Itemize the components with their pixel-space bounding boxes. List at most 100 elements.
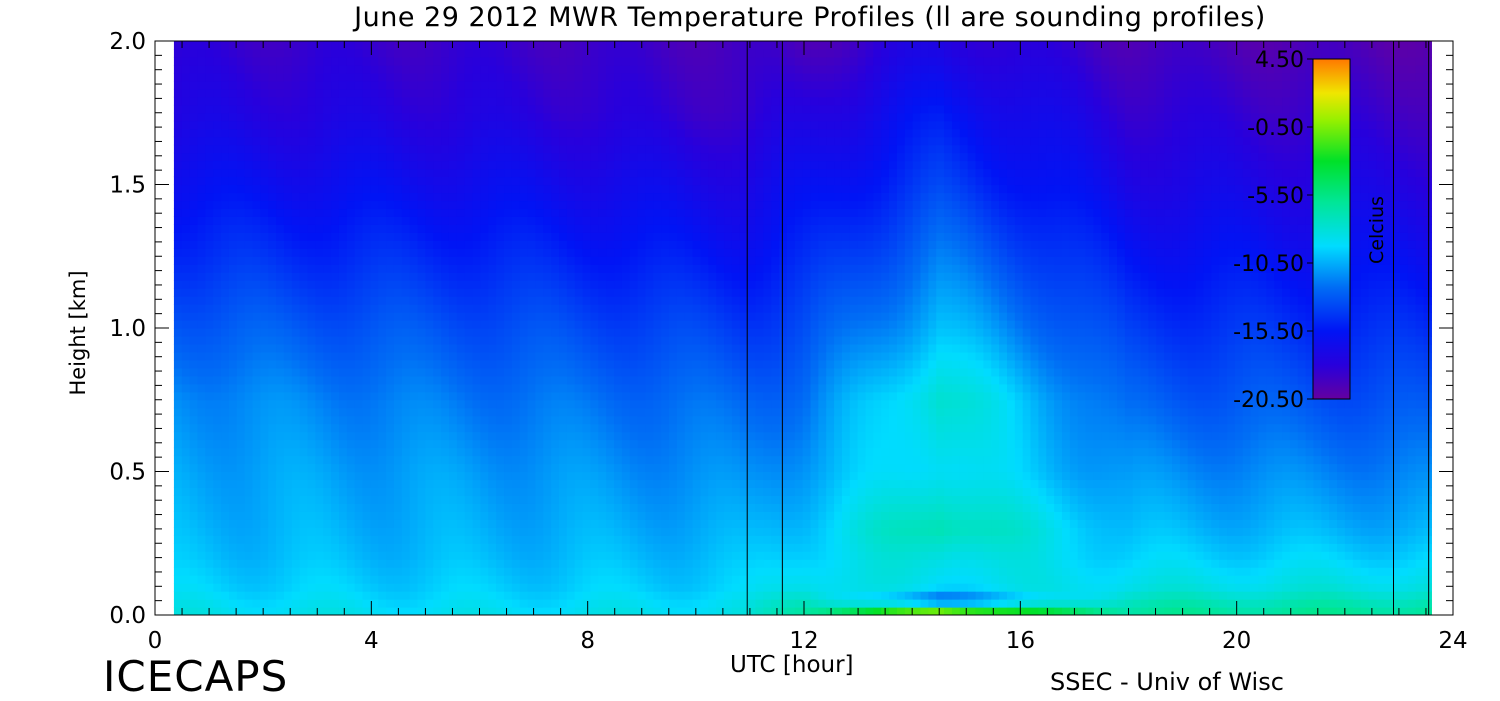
heatmap-cell xyxy=(323,73,331,82)
heatmap-cell xyxy=(559,360,567,369)
heatmap-cell xyxy=(300,49,308,58)
heatmap-cell xyxy=(308,416,316,425)
heatmap-cell xyxy=(645,288,653,297)
heatmap-cell xyxy=(315,456,323,465)
heatmap-cell xyxy=(205,360,213,369)
heatmap-cell xyxy=(308,336,316,345)
heatmap-cell xyxy=(457,448,465,457)
heatmap-cell xyxy=(708,408,716,417)
heatmap-cell xyxy=(174,456,182,465)
heatmap-cell xyxy=(645,81,653,90)
heatmap-cell xyxy=(355,200,363,209)
heatmap-cell xyxy=(370,185,378,194)
heatmap-cell xyxy=(355,192,363,201)
heatmap-cell xyxy=(669,472,677,481)
heatmap-cell xyxy=(260,575,268,584)
heatmap-cell xyxy=(174,392,182,401)
heatmap-cell xyxy=(677,73,685,82)
heatmap-cell xyxy=(685,320,693,329)
heatmap-cell xyxy=(512,440,520,449)
heatmap-cell xyxy=(190,464,198,473)
heatmap-cell xyxy=(268,392,276,401)
heatmap-cell xyxy=(386,328,394,337)
heatmap-cell xyxy=(370,567,378,576)
heatmap-cell xyxy=(394,567,402,576)
heatmap-cell xyxy=(661,137,669,146)
heatmap-cell xyxy=(606,336,614,345)
heatmap-cell xyxy=(386,432,394,441)
heatmap-cell xyxy=(198,161,206,170)
heatmap-cell xyxy=(418,320,426,329)
heatmap-cell xyxy=(300,73,308,82)
heatmap-cell xyxy=(315,519,323,528)
heatmap-cell xyxy=(630,535,638,544)
heatmap-cell xyxy=(551,57,559,66)
heatmap-cell xyxy=(543,479,551,488)
heatmap-cell xyxy=(268,360,276,369)
heatmap-cell xyxy=(425,487,433,496)
heatmap-cell xyxy=(370,216,378,225)
heatmap-cell xyxy=(449,137,457,146)
heatmap-cell xyxy=(174,479,182,488)
heatmap-cell xyxy=(276,177,284,186)
heatmap-cell xyxy=(441,240,449,249)
heatmap-cell xyxy=(535,527,543,536)
heatmap-cell xyxy=(315,328,323,337)
heatmap-cell xyxy=(363,65,371,74)
heatmap-cell xyxy=(402,185,410,194)
heatmap-cell xyxy=(378,336,386,345)
heatmap-cell xyxy=(528,400,536,409)
heatmap-cell xyxy=(425,376,433,385)
heatmap-cell xyxy=(386,304,394,313)
heatmap-cell xyxy=(661,296,669,305)
heatmap-cell xyxy=(480,57,488,66)
heatmap-cell xyxy=(410,495,418,504)
heatmap-cell xyxy=(182,328,190,337)
heatmap-cell xyxy=(355,312,363,321)
heatmap-cell xyxy=(221,200,229,209)
heatmap-cell xyxy=(268,535,276,544)
heatmap-cell xyxy=(606,89,614,98)
heatmap-cell xyxy=(363,503,371,512)
heatmap-cell xyxy=(488,312,496,321)
heatmap-cell xyxy=(433,137,441,146)
heatmap-cell xyxy=(174,320,182,329)
heatmap-cell xyxy=(575,296,583,305)
heatmap-cell xyxy=(716,487,724,496)
heatmap-cell xyxy=(284,288,292,297)
heatmap-cell xyxy=(190,89,198,98)
heatmap-cell xyxy=(583,511,591,520)
heatmap-cell xyxy=(418,232,426,241)
heatmap-cell xyxy=(677,400,685,409)
heatmap-cell xyxy=(221,153,229,162)
heatmap-cell xyxy=(559,440,567,449)
heatmap-cell xyxy=(473,456,481,465)
heatmap-cell xyxy=(308,57,316,66)
heatmap-cell xyxy=(229,416,237,425)
heatmap-cell xyxy=(661,192,669,201)
heatmap-cell xyxy=(386,81,394,90)
heatmap-cell xyxy=(260,216,268,225)
heatmap-cell xyxy=(567,424,575,433)
heatmap-cell xyxy=(535,535,543,544)
heatmap-cell xyxy=(693,336,701,345)
heatmap-cell xyxy=(221,113,229,122)
heatmap-cell xyxy=(543,200,551,209)
heatmap-cell xyxy=(457,543,465,552)
heatmap-cell xyxy=(504,288,512,297)
heatmap-cell xyxy=(528,360,536,369)
heatmap-cell xyxy=(512,543,520,552)
heatmap-cell xyxy=(716,392,724,401)
heatmap-cell xyxy=(315,105,323,114)
heatmap-cell xyxy=(630,376,638,385)
heatmap-cell xyxy=(425,567,433,576)
heatmap-cell xyxy=(182,272,190,281)
heatmap-cell xyxy=(174,607,182,616)
heatmap-cell xyxy=(198,296,206,305)
heatmap-cell xyxy=(449,424,457,433)
heatmap-cell xyxy=(308,97,316,106)
heatmap-cell xyxy=(292,256,300,265)
heatmap-cell xyxy=(543,216,551,225)
heatmap-cell xyxy=(260,169,268,178)
heatmap-cell xyxy=(221,384,229,393)
